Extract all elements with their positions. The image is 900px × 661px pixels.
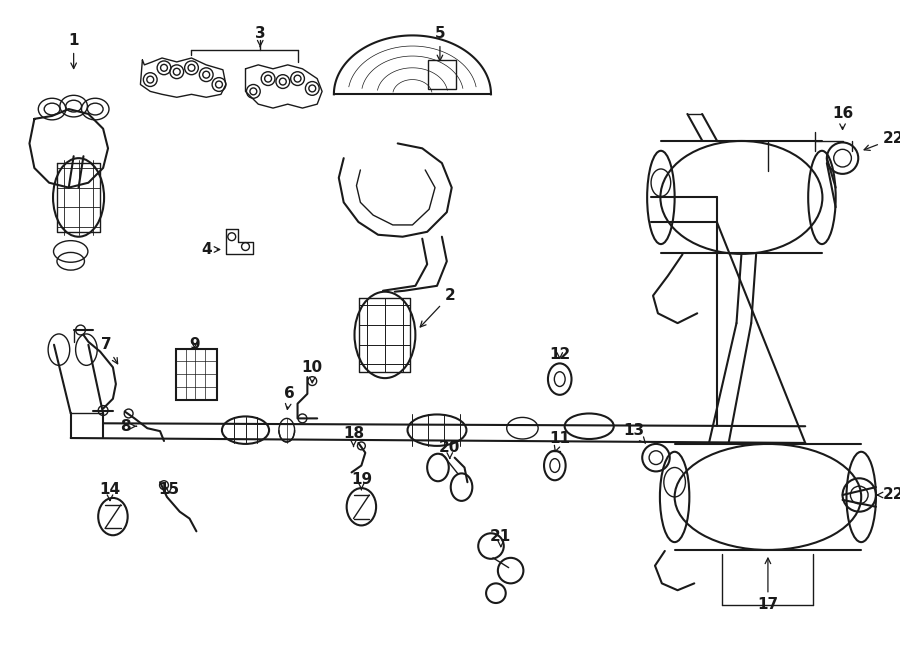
Text: 13: 13 — [623, 422, 645, 443]
Text: 18: 18 — [343, 426, 364, 446]
Text: 5: 5 — [435, 26, 446, 61]
Text: 21: 21 — [491, 529, 511, 547]
Text: 15: 15 — [158, 482, 179, 496]
Text: 16: 16 — [832, 106, 853, 130]
Text: 2: 2 — [420, 288, 455, 327]
Text: 17: 17 — [758, 558, 778, 613]
Text: 3: 3 — [255, 26, 266, 47]
Text: 9: 9 — [189, 337, 200, 352]
Text: 22: 22 — [864, 131, 900, 151]
Text: 7: 7 — [101, 337, 118, 364]
Text: 1: 1 — [68, 33, 79, 69]
Text: 20: 20 — [439, 440, 461, 459]
Text: 11: 11 — [549, 430, 571, 451]
Text: 10: 10 — [302, 360, 323, 383]
Text: 22: 22 — [877, 487, 900, 502]
Text: 14: 14 — [99, 482, 121, 500]
Text: 8: 8 — [121, 419, 137, 434]
Text: 4: 4 — [201, 242, 220, 257]
Text: 19: 19 — [351, 472, 372, 490]
Text: 12: 12 — [549, 347, 571, 362]
Text: 6: 6 — [284, 386, 295, 409]
